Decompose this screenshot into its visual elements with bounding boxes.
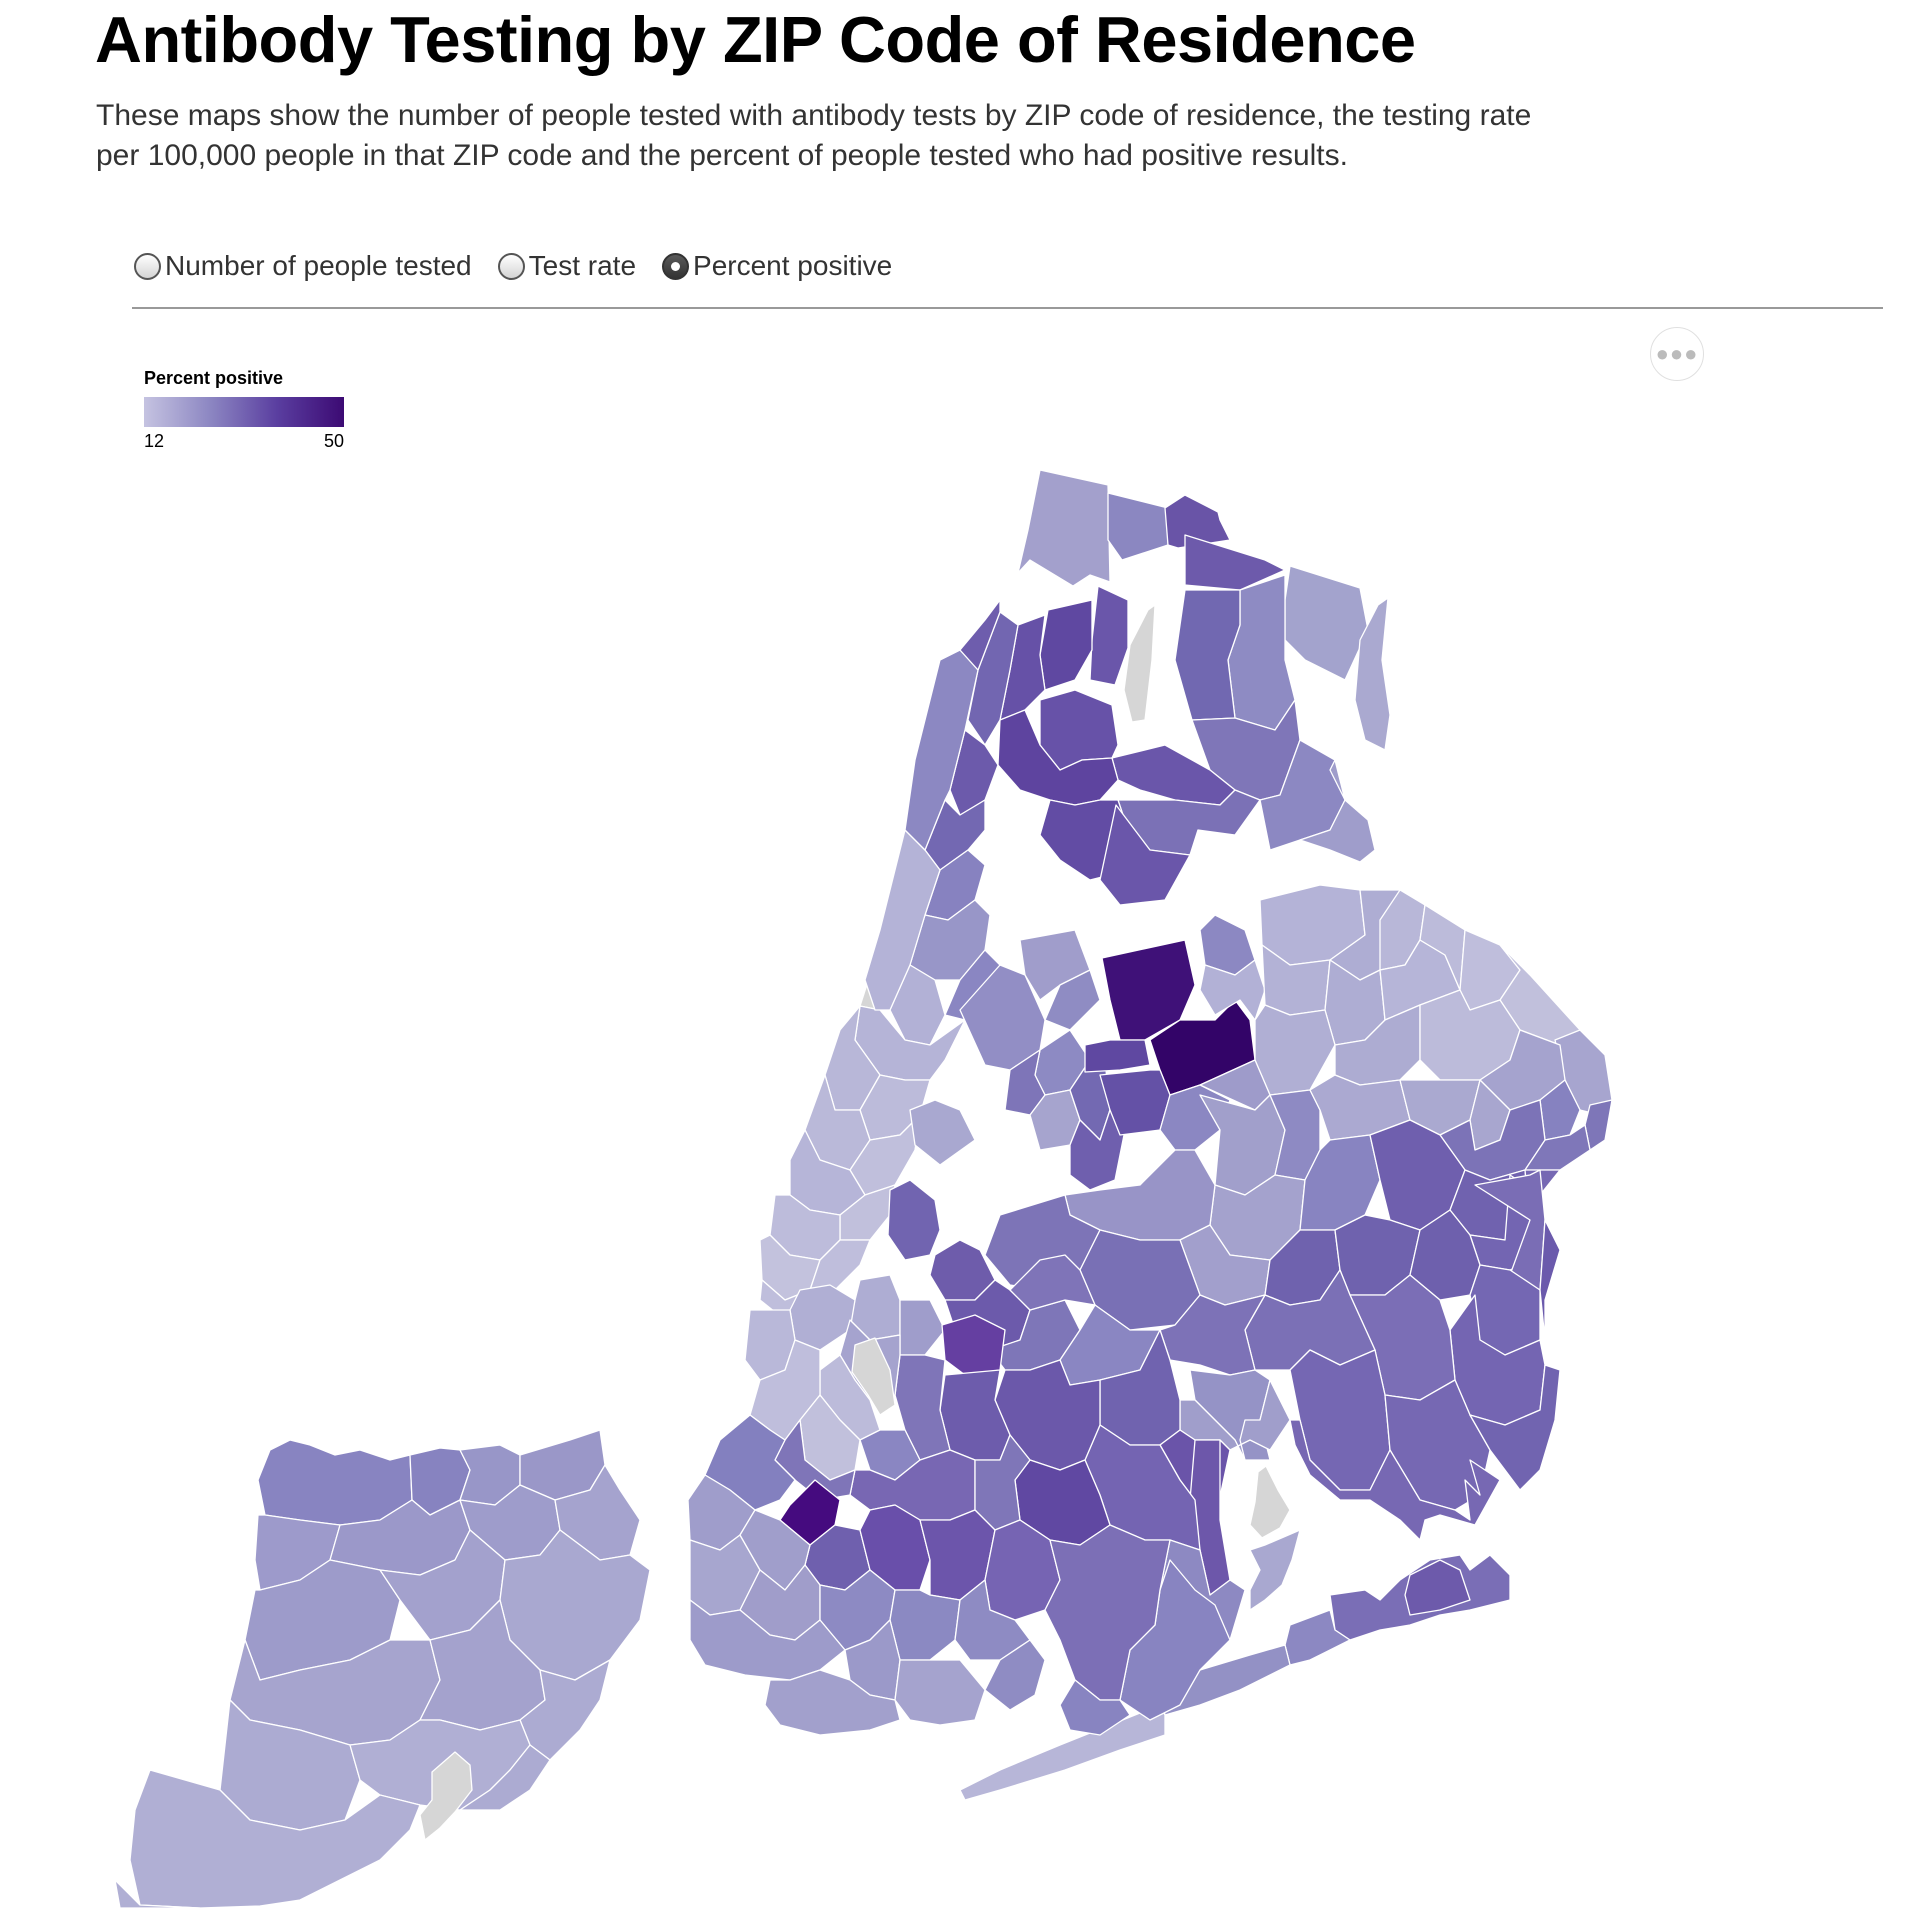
zip-area[interactable] (129, 1769, 421, 1908)
zip-area[interactable] (984, 1639, 1046, 1711)
zip-area[interactable] (1404, 1559, 1471, 1616)
legend-gradient-bar (144, 397, 344, 427)
zip-area[interactable] (1584, 1099, 1613, 1151)
zip-area[interactable] (1174, 589, 1241, 721)
zip-area[interactable] (1107, 492, 1169, 561)
manhattan-borough (759, 599, 1019, 1313)
zip-area[interactable] (997, 709, 1119, 806)
zip-area[interactable] (1289, 1349, 1391, 1491)
zip-area[interactable] (1539, 1219, 1561, 1341)
radio-button[interactable] (134, 252, 161, 280)
zip-area[interactable] (519, 1659, 611, 1761)
page-title: Antibody Testing by ZIP Code of Residenc… (95, 3, 1416, 76)
zip-area[interactable] (1164, 494, 1231, 549)
queens-borough (909, 884, 1613, 1801)
zip-area[interactable] (1184, 534, 1286, 591)
zip-area[interactable] (1069, 1109, 1126, 1191)
brooklyn-borough (687, 1179, 1246, 1736)
zip-area[interactable] (939, 1369, 1011, 1461)
zip-area[interactable] (1123, 604, 1156, 723)
zip-area[interactable] (851, 1337, 896, 1416)
zip-area[interactable] (1284, 565, 1369, 681)
radio-button[interactable] (497, 252, 525, 280)
legend-max-label: 50 (323, 431, 344, 451)
zip-area[interactable] (1469, 1364, 1561, 1491)
zip-area[interactable] (1039, 599, 1093, 691)
zip-area[interactable] (1159, 1294, 1266, 1376)
option-label: Test rate (528, 250, 637, 281)
zip-area[interactable] (1419, 904, 1466, 991)
more-options-button[interactable]: ●●● (1650, 327, 1704, 381)
zip-area[interactable] (1059, 1679, 1131, 1736)
option-percent-positive[interactable]: Percent positive (662, 250, 892, 282)
zip-area[interactable] (959, 964, 1046, 1071)
bronx-borough (997, 469, 1391, 906)
zip-area[interactable] (1101, 939, 1196, 1041)
zip-area[interactable] (1249, 1529, 1301, 1611)
zip-area[interactable] (764, 1669, 901, 1736)
zip-area[interactable] (1289, 1419, 1501, 1541)
legend: Percent positive 12 50 (144, 368, 344, 453)
zip-area[interactable] (959, 599, 1001, 671)
zip-area[interactable] (1009, 1254, 1096, 1311)
zip-area[interactable] (909, 1099, 976, 1166)
legend-min-label: 12 (144, 431, 165, 451)
legend-title: Percent positive (144, 368, 284, 388)
page-description: These maps show the number of people tes… (96, 99, 1532, 172)
zip-area[interactable] (889, 1589, 961, 1661)
metric-selector: Number of people tested Test rate Percen… (134, 248, 918, 284)
zip-area[interactable] (1099, 804, 1191, 906)
zip-area[interactable] (114, 1879, 201, 1908)
radio-button-selected[interactable] (662, 252, 690, 280)
option-number-tested[interactable]: Number of people tested (134, 250, 472, 282)
option-label: Number of people tested (165, 250, 472, 281)
zip-area[interactable] (257, 1439, 413, 1526)
zip-area[interactable] (887, 1179, 941, 1261)
staten-island-borough (114, 1429, 651, 1908)
zip-area[interactable] (419, 1751, 473, 1841)
zip-area[interactable] (1159, 1644, 1291, 1716)
option-label: Percent positive (693, 250, 893, 281)
zip-area[interactable] (1089, 585, 1129, 686)
zip-area[interactable] (1299, 759, 1376, 863)
zip-area[interactable] (1354, 597, 1391, 751)
divider (132, 307, 1883, 309)
zip-area[interactable] (959, 1704, 1166, 1801)
zip-area[interactable] (1249, 1465, 1291, 1539)
zip-area[interactable] (459, 1744, 551, 1811)
zip-area[interactable] (894, 1659, 986, 1726)
ellipsis-icon: ●●● (1655, 341, 1699, 366)
legend-ticks: 12 50 (144, 431, 344, 453)
zip-area[interactable] (1044, 1524, 1171, 1701)
zip-area[interactable] (1084, 1039, 1151, 1073)
zip-area[interactable] (899, 1299, 946, 1356)
option-test-rate[interactable]: Test rate (497, 250, 637, 282)
zip-area[interactable] (1044, 969, 1101, 1031)
zip-area[interactable] (864, 829, 941, 1011)
zip-area[interactable] (1017, 469, 1111, 587)
